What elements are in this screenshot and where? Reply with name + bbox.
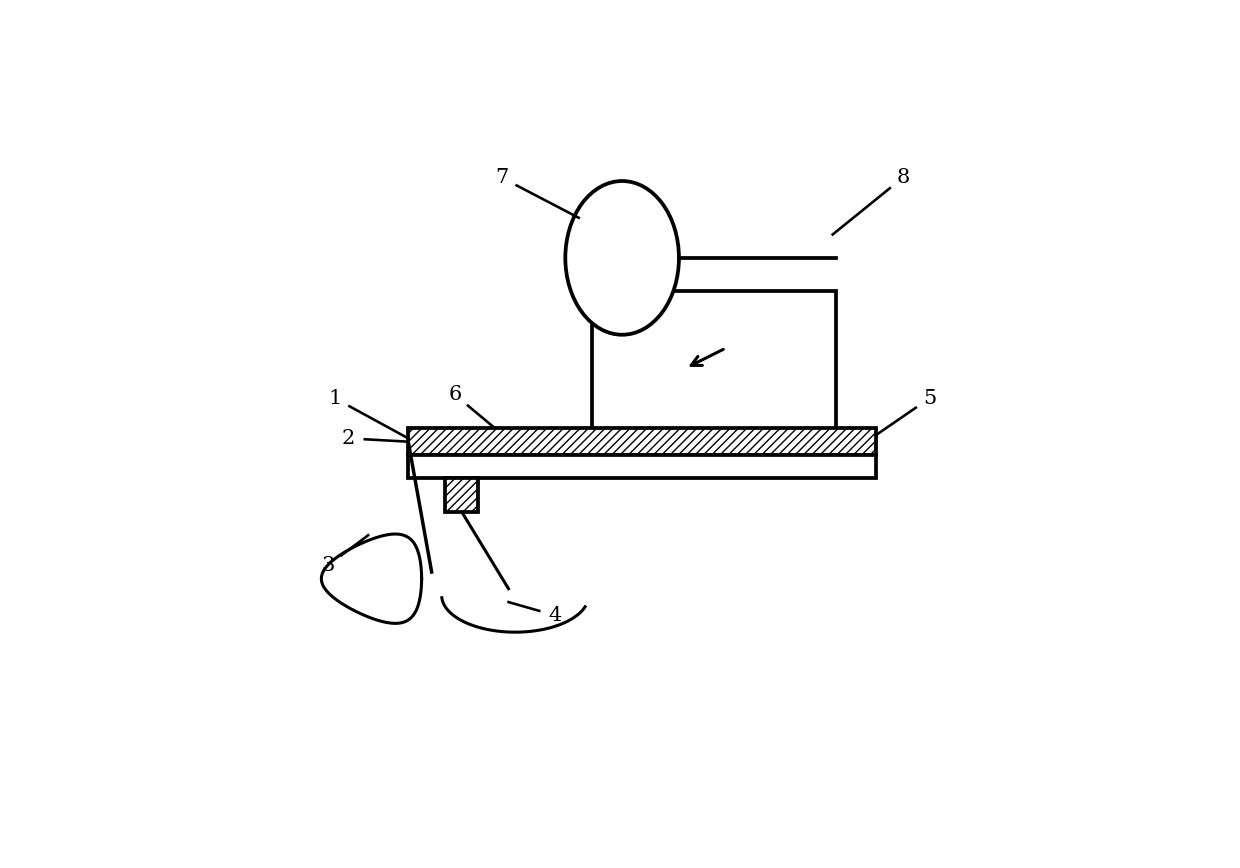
Bar [408,455,877,478]
Text: 5: 5 [923,389,936,408]
Text: 7: 7 [495,168,508,187]
Text: 6: 6 [449,385,461,404]
Ellipse shape [565,181,680,335]
Bar [591,292,836,438]
Bar [408,428,877,455]
Text: 8: 8 [897,168,909,187]
Bar [445,478,479,512]
Text: 1: 1 [329,389,341,408]
Text: 4: 4 [548,606,562,625]
Text: 3: 3 [321,556,335,575]
Text: 2: 2 [341,429,355,448]
